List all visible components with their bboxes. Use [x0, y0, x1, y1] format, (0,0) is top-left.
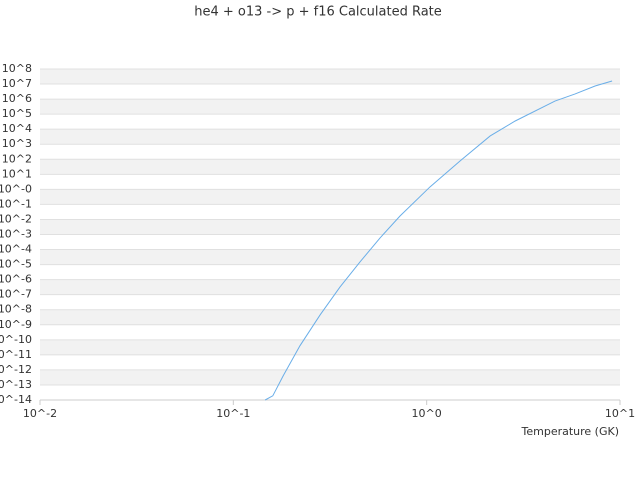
y-tick-label: 10^-6	[0, 273, 32, 286]
x-tick-label: 10^1	[605, 407, 635, 420]
grid-band	[40, 249, 620, 265]
y-tick-label: 10^-7	[0, 288, 32, 301]
y-tick-label: 10^7	[2, 77, 32, 90]
y-tick-label: 10^-2	[0, 212, 32, 225]
grid-band	[40, 309, 620, 325]
y-tick-label: 10^-8	[0, 303, 32, 316]
grid-band	[40, 99, 620, 115]
y-tick-label: 10^6	[2, 92, 32, 105]
y-tick-label: 10^8	[2, 62, 32, 75]
line-series	[264, 80, 613, 401]
y-tick-label: 10^-0	[0, 182, 32, 195]
y-tick-label: 10^5	[2, 107, 32, 120]
y-tick-label: 10^4	[2, 122, 32, 135]
y-tick-label: 10^-13	[0, 378, 32, 391]
y-tick-label: 10^-14	[0, 393, 32, 406]
grid-band	[40, 69, 620, 85]
x-tick-label: 10^-1	[216, 407, 250, 420]
grid-band	[40, 159, 620, 175]
grid-band	[40, 129, 620, 145]
y-tick-label: 10^2	[2, 152, 32, 165]
chart-title: he4 + o13 -> p + f16 Calculated Rate	[194, 5, 442, 20]
x-tick-label: 10^0	[412, 407, 442, 420]
y-tick-label: 10^3	[2, 137, 32, 150]
grid-band	[40, 369, 620, 385]
y-tick-label: 10^-1	[0, 197, 32, 210]
y-tick-label: 10^-10	[0, 333, 32, 346]
grid-band	[40, 339, 620, 355]
y-tick-label: 10^-4	[0, 243, 32, 256]
y-tick-label: 10^-12	[0, 363, 32, 376]
y-tick-label: 10^-3	[0, 228, 32, 241]
grid-band	[40, 279, 620, 295]
y-tick-label: 10^-11	[0, 348, 32, 361]
grid-band	[40, 219, 620, 235]
x-tick-label: 10^-2	[23, 407, 57, 420]
x-axis-label: Temperature (GK)	[521, 425, 620, 438]
grid-band	[40, 189, 620, 205]
y-tick-label: 10^-5	[0, 258, 32, 271]
y-tick-label: 10^-9	[0, 318, 32, 331]
y-tick-label: 10^1	[2, 167, 32, 180]
